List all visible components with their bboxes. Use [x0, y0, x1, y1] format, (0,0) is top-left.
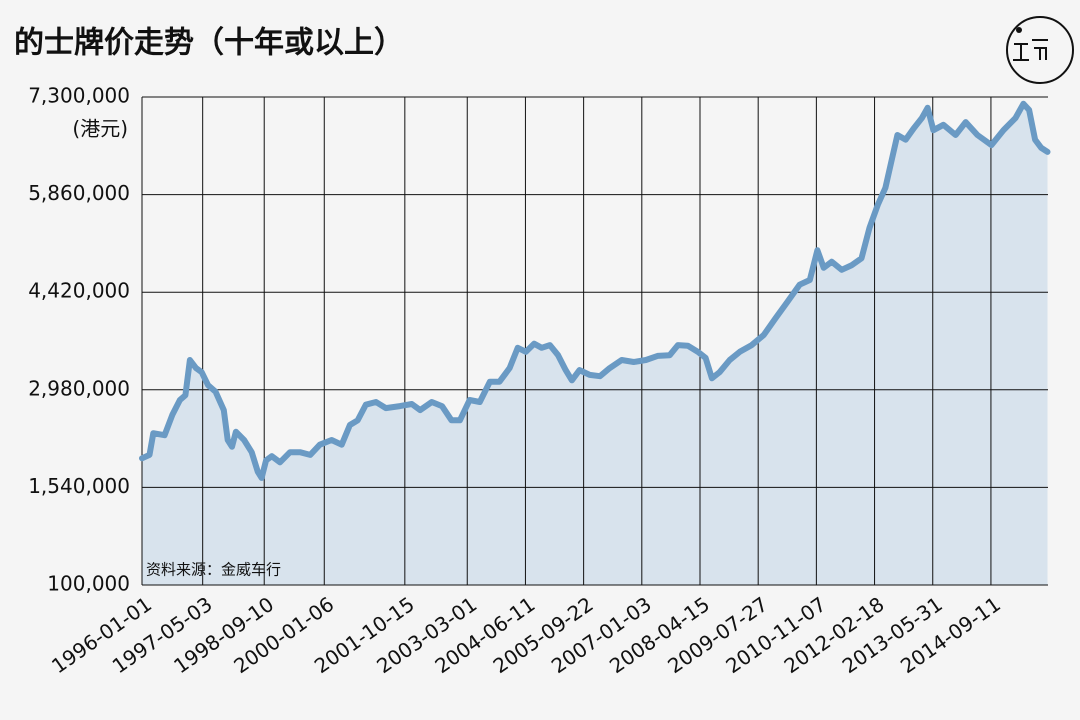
y-tick-label: 4,420,000 [28, 279, 130, 303]
area [142, 103, 1048, 586]
logo-glyph [1013, 39, 1048, 61]
logo-ring [1006, 16, 1074, 84]
y-tick-label: 5,860,000 [28, 181, 130, 205]
logo-dot [1016, 27, 1022, 33]
logo [1006, 16, 1074, 84]
source-note: 资料来源：金威车行 [146, 561, 281, 579]
y-tick-label: 1,540,000 [28, 474, 130, 498]
chart-title: 的士牌价走势（十年或以上） [14, 26, 404, 61]
y-tick-label: 7,300,000 [28, 84, 130, 108]
y-tick-label: 100,000 [47, 572, 130, 596]
y-axis-label: (港元) [72, 117, 128, 141]
price-line [139, 100, 1051, 481]
y-tick-label: 2,980,000 [28, 376, 130, 400]
